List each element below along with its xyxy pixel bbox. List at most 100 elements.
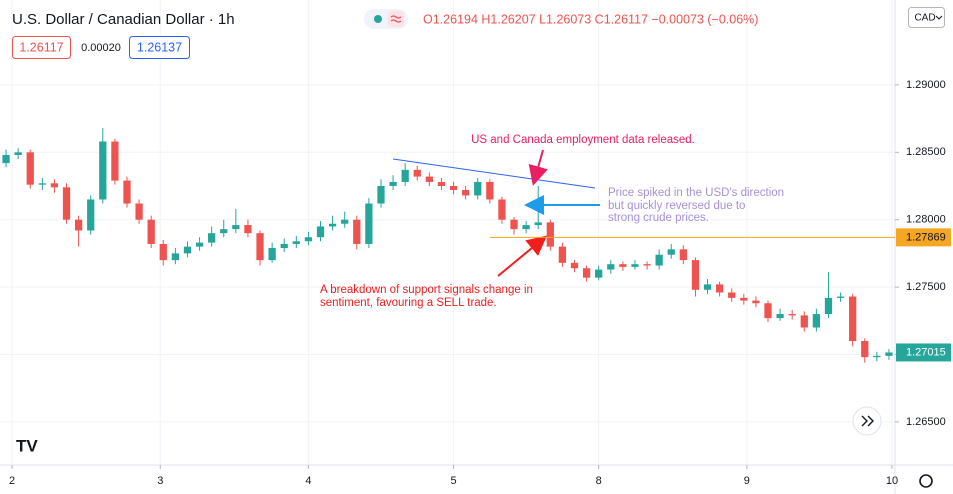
annotation: Price spiked in the USD's direction (608, 187, 784, 199)
candle-body (534, 222, 542, 226)
candle-body (486, 181, 494, 200)
x-tick-label: 5 (450, 475, 456, 487)
candle-body (703, 284, 712, 290)
candle-body (220, 229, 228, 234)
status-dot (374, 15, 382, 23)
candle-body (474, 181, 482, 196)
candle-body (14, 152, 22, 155)
y-tick-label: 1.29000 (906, 79, 946, 91)
y-tick-label: 1.28500 (906, 146, 946, 158)
candle-body (607, 264, 615, 270)
candle-body (244, 225, 252, 234)
candle-body (159, 243, 167, 261)
price-tag-label: 1.27869 (906, 231, 946, 243)
candle-body (849, 296, 857, 341)
candle-body (691, 260, 700, 290)
x-tick-label: 3 (157, 475, 163, 487)
candle-body (87, 199, 95, 231)
candle-body (365, 203, 373, 244)
currency-box[interactable] (908, 7, 945, 28)
candle-body (38, 183, 46, 185)
candle-body (836, 296, 845, 298)
candle-body (74, 219, 83, 231)
settings-button[interactable] (919, 474, 933, 488)
candle-body (885, 352, 893, 356)
trend-line (392, 158, 596, 189)
candle-body (582, 268, 591, 278)
annotation: strong crude prices. (608, 212, 709, 224)
candle-body (788, 314, 796, 316)
candle-body (437, 181, 446, 186)
x-tick-label: 2 (9, 475, 15, 487)
candle-body (195, 242, 204, 247)
candles (2, 128, 893, 363)
candle-body (377, 186, 385, 204)
ohlc-header: O1.26194 H1.26207 L1.26073 C1.26117 −0.0… (423, 12, 758, 26)
candle-body (655, 254, 663, 266)
candle-body (631, 264, 639, 267)
icon (388, 11, 404, 27)
candle-body (292, 241, 300, 244)
candle-body (111, 141, 119, 181)
candle-body (256, 233, 264, 261)
candle-body (558, 246, 567, 263)
candle-body (316, 226, 325, 238)
candle-body (26, 152, 34, 185)
ask-box[interactable] (129, 36, 190, 59)
candle-body (522, 225, 530, 230)
price-tag (896, 343, 951, 362)
candle-body (425, 176, 433, 182)
icon (861, 415, 874, 427)
candle-body (280, 243, 288, 248)
candle-body (728, 292, 736, 298)
candle-body (353, 219, 361, 244)
annotation: US and Canada employment data released. (471, 134, 695, 146)
x-tick-label: 10 (886, 475, 898, 487)
candle-body (740, 297, 748, 301)
candle-body (619, 264, 627, 267)
logo: TV (16, 436, 38, 455)
candle-body (135, 203, 143, 220)
candle-body (147, 219, 155, 244)
candle-body (716, 284, 724, 293)
arrow (497, 235, 548, 277)
candle-body (570, 262, 579, 269)
icon (390, 15, 402, 23)
candle-body (232, 225, 240, 230)
annotation: sentiment, favouring a SELL trade. (320, 297, 497, 309)
currency: CAD (914, 13, 935, 24)
ask: 1.26137 (137, 40, 182, 54)
candle-body (341, 219, 349, 224)
candle-body (498, 199, 506, 220)
candle-body (812, 314, 821, 328)
grid (0, 0, 895, 465)
candle-body (389, 181, 397, 186)
candle-body (546, 222, 554, 247)
annotation: but quickly reversed due to (608, 200, 745, 212)
bid-box[interactable] (12, 36, 71, 59)
candle-body (764, 303, 772, 319)
candle-body (873, 355, 881, 358)
candle-body (595, 269, 603, 278)
candle-body (171, 253, 179, 261)
y-tick-label: 1.26500 (906, 416, 946, 428)
y-tick-label: 1.28000 (906, 214, 946, 226)
candle-body (304, 237, 313, 242)
candle-body (510, 219, 518, 230)
candle-body (401, 169, 409, 182)
candle-body (667, 249, 675, 255)
candle-body (50, 183, 59, 188)
candle-body (328, 223, 337, 227)
arrow (528, 149, 548, 186)
candle-body (861, 341, 869, 358)
annotation: A breakdown of support signals change in (320, 284, 533, 296)
x-tick-label: 4 (305, 475, 311, 487)
candle-body (643, 264, 651, 266)
icon (935, 15, 943, 20)
candle-body (123, 180, 131, 204)
candle-body (183, 246, 192, 254)
candle-body (208, 233, 216, 243)
candle-body (2, 155, 10, 164)
chart-title: U.S. Dollar / Canadian Dollar · 1h (12, 11, 235, 28)
